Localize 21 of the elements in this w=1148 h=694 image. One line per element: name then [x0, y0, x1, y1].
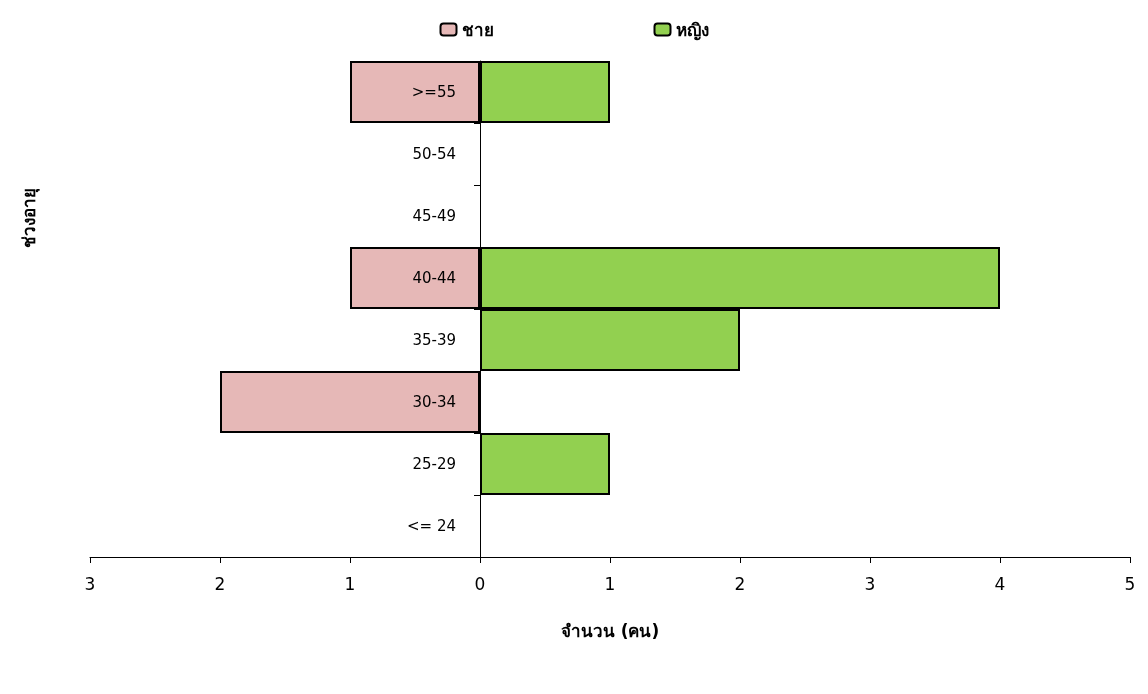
- x-tick-label: 0: [474, 573, 486, 594]
- y-tick-label: 45-49: [412, 207, 456, 225]
- x-tick-label: 5: [1124, 573, 1136, 594]
- x-tick-label: 1: [344, 573, 356, 594]
- text: ช่วงอายุ: [18, 188, 40, 248]
- x-tick-label: 3: [864, 573, 876, 594]
- x-tick-label: 2: [734, 573, 746, 594]
- x-tick-label: 1: [604, 573, 616, 594]
- x-tick-label: 4: [994, 573, 1006, 594]
- legend-label: ชาย: [461, 19, 494, 40]
- x-tick-label: 2: [214, 573, 226, 594]
- y-tick-label: 40-44: [412, 269, 456, 287]
- y-tick-label: 25-29: [412, 455, 456, 473]
- y-tick-label: <= 24: [407, 517, 456, 535]
- y-tick-label: 30-34: [412, 393, 456, 411]
- y-tick-label: 50-54: [412, 145, 456, 163]
- legend-label: หญิง: [675, 19, 709, 41]
- x-tick-label: 3: [84, 573, 96, 594]
- x-axis-title: จำนวน (คน): [560, 620, 660, 641]
- y-tick-label: 35-39: [412, 331, 456, 349]
- y-tick-label: >=55: [411, 83, 456, 101]
